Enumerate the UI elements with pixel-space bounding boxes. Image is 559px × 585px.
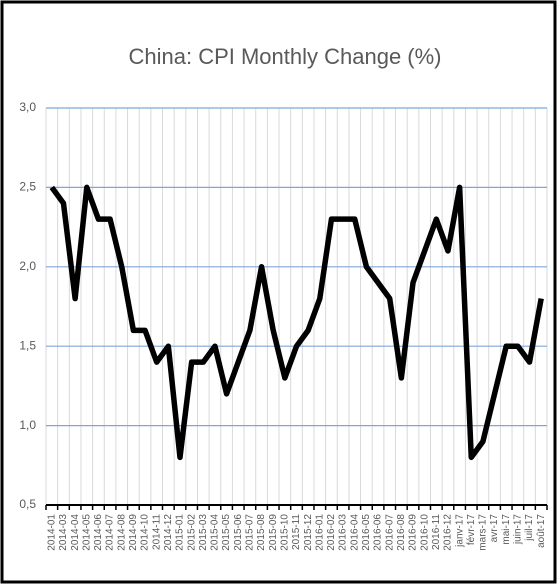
x-tick-label: 2015-04 bbox=[210, 514, 221, 551]
y-tick-label: 3,0 bbox=[19, 100, 36, 114]
y-tick-label: 1,0 bbox=[19, 418, 36, 432]
x-tick-label: juin-17 bbox=[513, 514, 524, 545]
x-tick-label: 2016-01 bbox=[314, 514, 325, 551]
x-tick-label: 2016-09 bbox=[408, 514, 419, 551]
x-tick-label: janv-17 bbox=[454, 514, 465, 548]
x-tick-label: 2015-03 bbox=[198, 514, 209, 551]
x-tick-label: 2016-04 bbox=[349, 514, 360, 551]
y-tick-label: 2,5 bbox=[19, 180, 36, 194]
x-tick-label: mai-17 bbox=[501, 514, 512, 545]
x-tick-label: févr-17 bbox=[466, 514, 477, 546]
x-tick-label: 2014-11 bbox=[151, 514, 162, 550]
x-tick-label: 2015-12 bbox=[303, 514, 314, 551]
chart-title: China: CPI Monthly Change (%) bbox=[128, 44, 441, 69]
x-tick-label: 2015-10 bbox=[279, 514, 290, 551]
x-tick-label: mars-17 bbox=[478, 514, 489, 551]
x-tick-label: juil-17 bbox=[524, 514, 535, 542]
x-tick-label: 2014-09 bbox=[128, 514, 139, 551]
x-tick-label: 2015-06 bbox=[233, 514, 244, 551]
x-tick-label: 2014-04 bbox=[70, 514, 81, 551]
x-tick-label: 2016-05 bbox=[361, 514, 372, 551]
x-tick-label: 2014-07 bbox=[105, 514, 116, 551]
x-tick-label: 2014-01 bbox=[46, 514, 57, 551]
x-tick-label: 2016-02 bbox=[326, 514, 337, 551]
x-tick-label: 2014-08 bbox=[116, 514, 127, 551]
x-tick-label: 2015-01 bbox=[175, 514, 186, 551]
x-tick-label: 2014-10 bbox=[140, 514, 151, 551]
x-tick-label: 2014-06 bbox=[93, 514, 104, 551]
x-tick-label: 2016-12 bbox=[443, 514, 454, 551]
x-tick-label: 2015-08 bbox=[256, 514, 267, 551]
line bbox=[49, 184, 544, 461]
y-tick-label: 0,5 bbox=[19, 497, 36, 511]
x-tick-label: 2016-06 bbox=[373, 514, 384, 551]
x-tick-label: avr-17 bbox=[489, 514, 500, 543]
x-tick-label: 2014-03 bbox=[58, 514, 69, 551]
x-tick-label: août-17 bbox=[536, 514, 547, 548]
y-tick-label: 2,0 bbox=[19, 259, 36, 273]
x-tick-label: 2014-12 bbox=[163, 514, 174, 551]
y-tick-label: 1,5 bbox=[19, 338, 36, 352]
x-tick-label: 2016-08 bbox=[396, 514, 407, 551]
x-tick-label: 2016-03 bbox=[338, 514, 349, 551]
x-tick-label: 2014-05 bbox=[81, 514, 92, 551]
x-tick-label: 2015-09 bbox=[268, 514, 279, 551]
x-tick-label: 2015-07 bbox=[245, 514, 256, 551]
x-tick-label: 2015-11 bbox=[291, 514, 302, 550]
x-tick-label: 2016-07 bbox=[384, 514, 395, 551]
x-tick-label: 2016-11 bbox=[431, 514, 442, 550]
x-tick-label: 2016-10 bbox=[419, 514, 430, 551]
x-tick-label: 2015-02 bbox=[186, 514, 197, 551]
x-tick-label: 2015-05 bbox=[221, 514, 232, 551]
